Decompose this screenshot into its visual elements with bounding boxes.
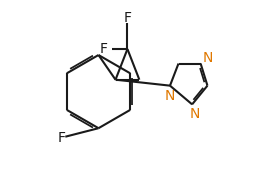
Text: N: N <box>165 89 175 103</box>
Text: F: F <box>124 11 131 25</box>
Text: F: F <box>58 131 66 145</box>
Text: F: F <box>100 42 108 56</box>
Text: N: N <box>202 51 213 65</box>
Text: N: N <box>189 107 200 121</box>
